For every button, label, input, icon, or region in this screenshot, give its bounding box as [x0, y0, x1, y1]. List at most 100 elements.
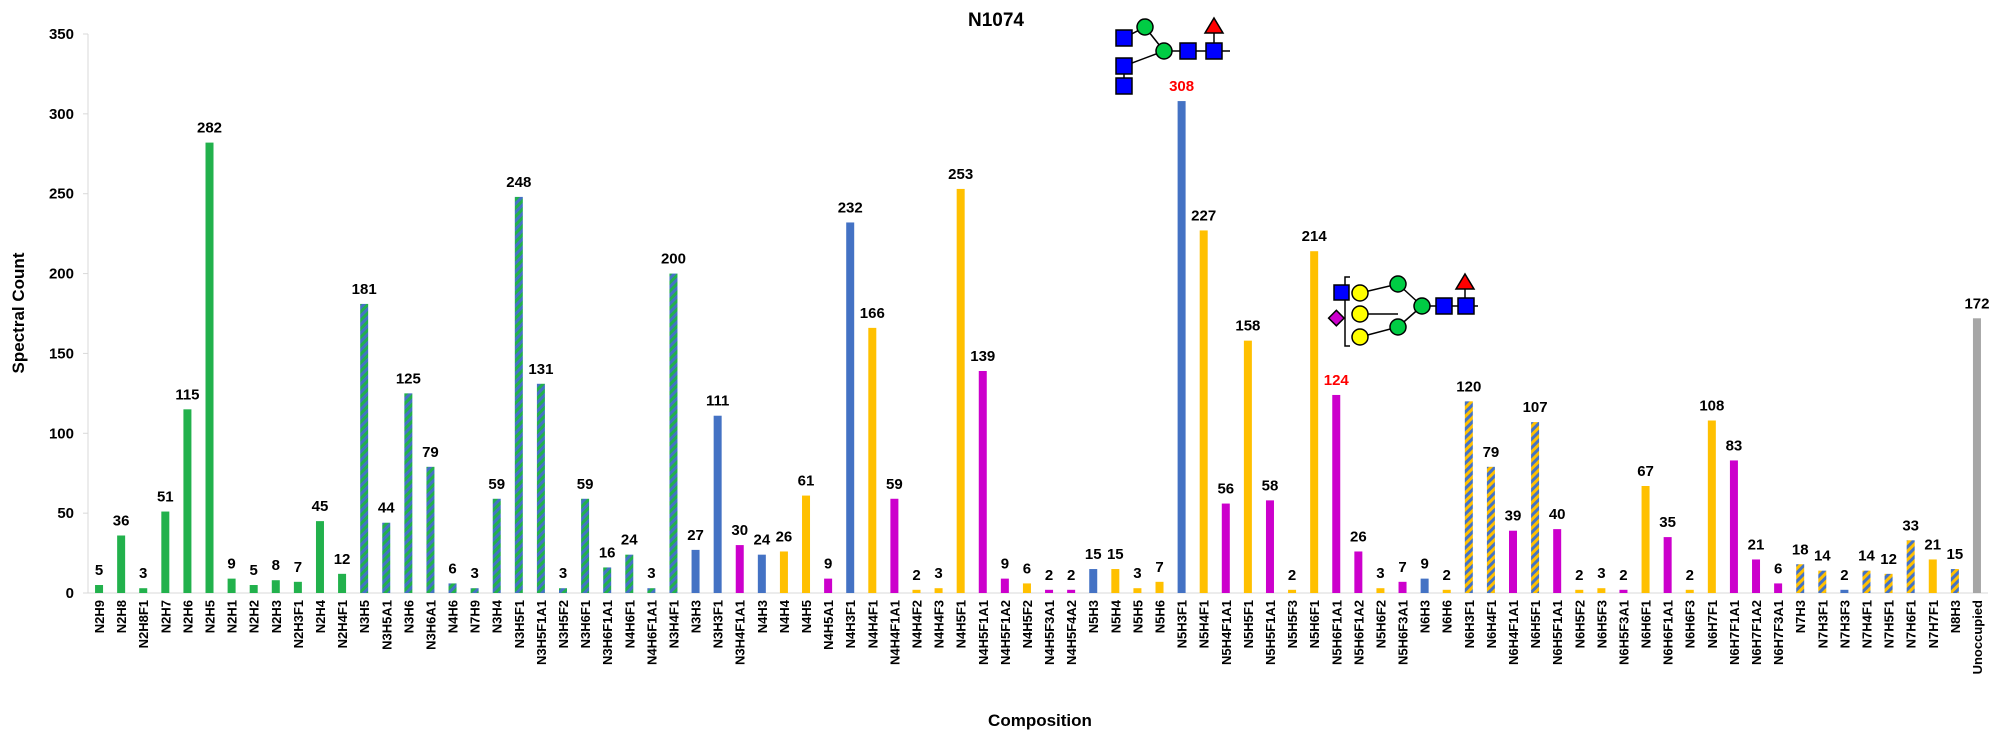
value-label: 7 [1398, 559, 1406, 576]
bar [802, 495, 811, 593]
value-label: 61 [798, 473, 815, 490]
bar [779, 551, 788, 593]
value-label: 30 [731, 522, 748, 539]
x-tick-label: N2H9 [92, 600, 107, 633]
bar [691, 549, 700, 593]
x-tick-label: N4H3F1 [843, 600, 858, 648]
value-label: 308 [1169, 78, 1194, 95]
bar [1332, 394, 1341, 593]
value-label: 35 [1659, 514, 1676, 531]
x-tick-label: N2H8F1 [136, 600, 151, 648]
x-tick-label: N3H6F1 [578, 600, 593, 648]
bar [1243, 340, 1252, 593]
x-tick-label: N2H3F1 [291, 600, 306, 648]
bar [315, 521, 324, 593]
bar [1133, 588, 1142, 593]
bar [271, 580, 280, 593]
value-label: 3 [1376, 565, 1384, 582]
bar [1972, 318, 1981, 593]
bar [625, 554, 634, 593]
bar [161, 511, 170, 593]
value-label: 9 [824, 556, 832, 573]
x-tick-label: N4H4F3 [932, 600, 947, 648]
x-tick-label: N6H3 [1418, 600, 1433, 633]
value-label: 139 [970, 348, 995, 365]
bar [1553, 529, 1562, 593]
x-tick-label: N6H7F3A1 [1771, 600, 1786, 665]
value-label: 125 [396, 370, 421, 387]
value-label: 58 [1262, 477, 1279, 494]
bar [1022, 583, 1031, 593]
bar [1155, 581, 1164, 593]
x-tick-label: N6H6F1 [1639, 600, 1654, 648]
value-label: 26 [1350, 528, 1367, 545]
bar [1619, 589, 1628, 593]
x-tick-label: N7H3F3 [1837, 600, 1852, 648]
value-label: 14 [1814, 548, 1831, 565]
x-tick-label: N6H5F2 [1572, 600, 1587, 648]
x-tick-label: N6H5F3 [1594, 600, 1609, 648]
value-label: 59 [577, 476, 594, 493]
value-label: 9 [1420, 556, 1428, 573]
x-tick-label: N4H5A1 [821, 600, 836, 650]
value-label: 67 [1637, 463, 1654, 480]
x-tick-label: N5H6 [1153, 600, 1168, 633]
value-label: 3 [470, 565, 478, 582]
value-label: 15 [1947, 546, 1964, 563]
value-label: 107 [1523, 399, 1548, 416]
x-tick-label: N4H5F4A2 [1064, 600, 1079, 665]
value-label: 33 [1902, 517, 1919, 534]
value-label: 3 [139, 565, 147, 582]
y-tick-label: 100 [49, 425, 74, 442]
x-axis-label: Composition [988, 711, 1092, 730]
x-tick-label: N3H3F1 [711, 600, 726, 648]
x-tick-label: N3H3 [689, 600, 704, 633]
x-tick-label: N2H8 [114, 600, 129, 633]
x-tick-label: N4H5F1A1 [976, 600, 991, 665]
bar [1928, 559, 1937, 593]
x-tick-label: N5H3 [1086, 600, 1101, 633]
value-label: 24 [621, 532, 638, 549]
x-tick-label: N6H5F3A1 [1616, 600, 1631, 665]
value-label: 39 [1505, 508, 1522, 525]
x-tick-label: N4H4F1 [865, 600, 880, 648]
value-label: 59 [488, 476, 505, 493]
bar [890, 498, 899, 593]
x-tick-label: N4H4F1A1 [887, 600, 902, 665]
bar [581, 498, 590, 593]
value-label: 131 [528, 361, 553, 378]
bar [1000, 578, 1009, 593]
bar [824, 578, 833, 593]
x-tick-label: N5H4F1 [1197, 600, 1212, 648]
bar [1509, 530, 1517, 593]
value-label: 2 [1288, 567, 1296, 584]
bar [1707, 420, 1716, 593]
value-label: 21 [1924, 536, 1941, 553]
bar [249, 585, 258, 593]
x-tick-label: N3H5F1 [512, 600, 527, 648]
value-label: 59 [886, 476, 903, 493]
value-label: 181 [352, 281, 377, 298]
value-label: 45 [312, 498, 329, 515]
bar [912, 589, 921, 593]
x-tick-label: N7H3F1 [1815, 600, 1830, 648]
bar [1265, 500, 1274, 593]
value-label: 15 [1085, 546, 1102, 563]
value-label: 9 [227, 556, 235, 573]
x-tick-label: N7H5F1 [1882, 600, 1897, 648]
glycan-icon [1327, 272, 1478, 347]
value-label: 6 [1023, 560, 1031, 577]
chart-title: N1074 [968, 10, 1024, 31]
value-label: 2 [1575, 567, 1583, 584]
x-tick-label: N6H7F1A2 [1749, 600, 1764, 665]
bar [1221, 503, 1230, 593]
value-label: 2 [912, 567, 920, 584]
x-tick-label: N5H4F1A1 [1219, 600, 1234, 665]
bar [404, 393, 413, 593]
bar [360, 303, 369, 593]
value-label: 83 [1726, 437, 1743, 454]
bar [426, 466, 435, 593]
bar [1354, 551, 1363, 593]
value-label: 7 [294, 559, 302, 576]
